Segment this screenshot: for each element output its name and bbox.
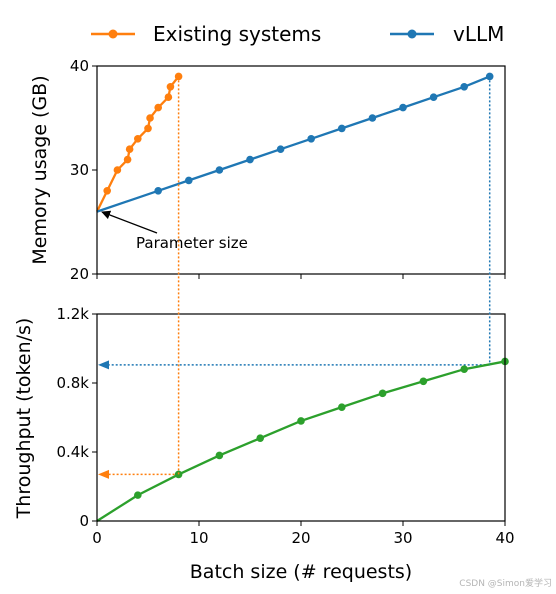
watermark: CSDN @Simon爱学习 [459,577,552,589]
vllm-series-point [307,135,316,143]
vllm-reference-arrowhead [98,360,109,370]
existing-systems-series-point [174,72,183,81]
existing-systems-series-point [164,93,173,101]
legend-swatch-vllm-marker [407,29,417,39]
existing-systems-series-point [113,166,122,174]
existing-systems-series-point [125,145,134,153]
throughput-reference-lines [98,360,490,479]
throughput-y-axis-label: Throughput (token/s) [13,318,35,520]
x-tick-label: 20 [291,529,310,547]
throughput-series-point [460,365,469,374]
legend-item-vllm: vLLM [390,22,504,46]
vllm-series-point [399,103,407,112]
existing-systems-series-point [166,83,175,91]
existing-systems-series-point [146,114,154,122]
y-tick-label: 0.8k [56,374,89,392]
vllm-series-point [429,93,438,101]
y-tick-label: 1.2k [56,305,89,323]
x-tick-label: 30 [393,529,412,547]
parameter-size-label: Parameter size [136,234,248,252]
throughput-ticks: 0 10 20 30 40 0 0.4k 0.8k 1.2k [56,305,514,547]
y-tick-label: 20 [70,265,89,283]
existing-reference-arrowhead [98,469,109,479]
x-tick-label: 40 [495,529,514,547]
existing-systems-series-point [144,124,152,133]
existing-systems-series-point [123,155,132,164]
parameter-size-annotation: Parameter size [101,210,248,252]
x-axis-label: Batch size (# requests) [190,561,412,583]
throughput-series-point [256,434,265,443]
throughput-series-point [297,417,305,425]
throughput-series [96,357,509,522]
throughput-series-line [96,360,506,522]
vllm-series-point [154,187,162,195]
legend-item-existing-systems: Existing systems [91,22,321,46]
y-tick-label: 0 [79,512,89,530]
vllm-series-point [368,114,377,122]
throughput-series-point [338,403,346,411]
memory-y-axis-label: Memory usage (GB) [29,75,51,264]
vllm-series-point [246,155,254,164]
legend-label-existing-systems: Existing systems [153,22,321,46]
vllm-series-point [215,166,224,174]
vllm-series-point [276,145,285,153]
cross-panel-reference-lines [177,76,491,475]
y-tick-label: 30 [70,161,89,179]
legend-swatch-existing-marker [108,29,118,39]
existing-systems-series-point [103,187,111,195]
throughput-series-point [215,451,224,460]
x-tick-label: 10 [189,529,208,547]
throughput-series-point [174,470,183,479]
parameter-size-arrow [101,210,158,234]
memory-series [95,72,494,213]
throughput-series-point [134,491,142,499]
throughput-panel: 0 10 20 30 40 0 0.4k 0.8k 1.2k Throughput (token… [13,305,515,583]
y-tick-label: 40 [70,57,89,75]
vllm-series-point [185,176,193,185]
vllm-series-point [338,124,346,133]
vllm-series-point [460,83,469,91]
throughput-series-point [378,389,387,398]
y-tick-label: 0.4k [56,443,89,461]
legend-label-vllm: vLLM [453,22,504,46]
vllm-series-point [485,72,494,81]
existing-systems-series-point [134,135,142,143]
memory-panel: 20 30 40 Memory usage (GB) Parameter size [29,57,506,283]
x-tick-label: 0 [92,529,102,547]
throughput-series-point [419,377,428,386]
memory-ticks: 20 30 40 [70,57,506,283]
legend: Existing systems vLLM [91,22,504,46]
existing-systems-series-point [154,103,162,112]
